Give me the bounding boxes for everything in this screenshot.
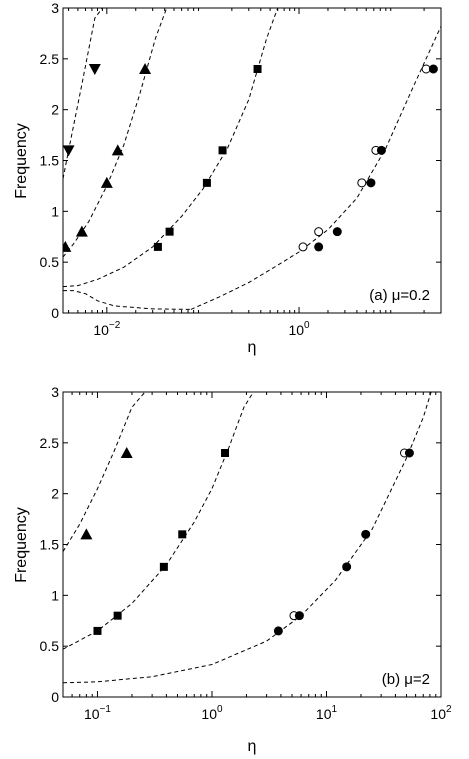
dashed-curve	[63, 8, 168, 258]
x-tick-label: 10−2	[93, 320, 120, 338]
square-marker	[178, 530, 187, 539]
triangle-up-marker	[80, 528, 93, 540]
y-tick-label: 1	[51, 587, 59, 603]
panel-label: (b) μ=2	[382, 671, 430, 688]
plot-frame	[62, 7, 442, 314]
x-axis-label: η	[248, 339, 257, 356]
x-tick-label: 101	[316, 704, 338, 722]
y-tick-label: 1.5	[40, 537, 60, 553]
panel-b: 0 0.5 1 1.5 2 2.5 3 10−1 100 101 102 η Frequency (b) …	[13, 384, 452, 755]
triangle-up-marker	[111, 144, 124, 156]
square-marker	[93, 626, 102, 635]
y-tick-label: 0.5	[40, 254, 60, 270]
x-tick-label: 10−1	[84, 704, 111, 722]
square-marker	[153, 242, 162, 251]
y-axis-label: Frequency	[13, 507, 30, 583]
filled-circle-marker	[342, 562, 352, 572]
filled-circle-marker	[404, 448, 414, 458]
filled-circle-marker	[332, 227, 342, 237]
dashed-curves	[63, 392, 432, 684]
dashed-curve	[63, 8, 279, 288]
y-tick-label: 3	[51, 0, 59, 16]
y-tick-label: 2	[51, 102, 59, 118]
y-tick-label: 0	[51, 689, 59, 705]
square-marker	[165, 227, 174, 236]
y-tick-label: 0	[51, 305, 59, 321]
x-tick-label: 100	[201, 704, 223, 722]
square-marker	[202, 178, 211, 187]
y-tick-label: 2.5	[40, 435, 60, 451]
triangle-up-marker	[75, 225, 88, 237]
dashed-curve	[63, 392, 146, 552]
triangle-up-marker	[120, 447, 133, 458]
triangle-down-marker	[63, 145, 75, 157]
filled-circle-marker	[376, 145, 386, 155]
open-circle-marker	[357, 178, 367, 188]
square-marker	[218, 146, 227, 155]
filled-circle-marker	[428, 64, 438, 74]
dashed-curves	[63, 8, 441, 310]
filled-circle-marker	[361, 529, 371, 539]
x-axis-label: η	[248, 738, 257, 755]
open-circle-marker	[298, 242, 308, 252]
square-marker	[159, 562, 168, 571]
square-marker	[113, 611, 122, 620]
x-tick-label: 100	[288, 320, 310, 338]
dashed-curve	[63, 392, 432, 684]
triangle-down-marker	[88, 64, 101, 75]
x-tick-label: 102	[430, 704, 452, 722]
triangle-up-marker	[63, 240, 72, 252]
filled-circle-marker	[366, 178, 376, 188]
markers	[80, 447, 414, 636]
dashed-curve	[63, 392, 254, 650]
filled-circle-marker	[273, 626, 283, 636]
y-tick-label: 1	[51, 203, 59, 219]
open-circle-marker	[314, 227, 324, 237]
y-tick-label: 0.5	[40, 638, 60, 654]
filled-circle-marker	[314, 242, 324, 252]
dashed-curve	[63, 290, 191, 310]
square-marker	[221, 449, 230, 457]
triangle-up-marker	[139, 63, 152, 74]
filled-circle-marker	[294, 611, 304, 621]
markers	[63, 63, 438, 252]
y-tick-label: 2	[51, 486, 59, 502]
panel-label: (a) μ=0.2	[369, 287, 430, 304]
panel-a: 0 0.5 1 1.5 2 2.5 3 10−2 100 η Frequency (a) μ=0.2	[13, 0, 442, 356]
square-marker	[253, 65, 262, 73]
dashed-curve	[190, 26, 441, 310]
y-axis-label: Frequency	[13, 123, 30, 199]
y-tick-label: 3	[51, 384, 59, 400]
triangle-up-marker	[100, 176, 113, 188]
y-tick-label: 1.5	[40, 153, 60, 169]
y-tick-label: 2.5	[40, 51, 60, 67]
